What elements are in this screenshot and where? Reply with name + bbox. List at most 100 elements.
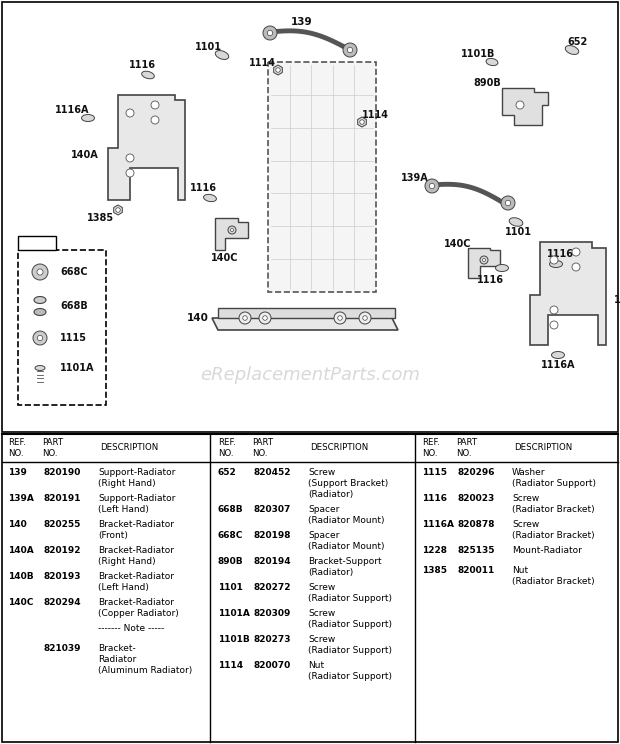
Text: 1116: 1116 xyxy=(422,494,447,503)
Polygon shape xyxy=(218,308,395,318)
Text: Screw
(Radiator Bracket): Screw (Radiator Bracket) xyxy=(512,494,595,514)
Circle shape xyxy=(347,48,353,53)
Text: 1116: 1116 xyxy=(477,275,503,285)
Text: REF.
NO.: REF. NO. xyxy=(8,438,26,458)
Text: Bracket-Support
(Radiator): Bracket-Support (Radiator) xyxy=(308,557,382,577)
Text: 668C: 668C xyxy=(60,267,87,277)
Circle shape xyxy=(550,306,558,314)
Circle shape xyxy=(276,68,280,72)
Text: Screw
(Radiator Bracket): Screw (Radiator Bracket) xyxy=(512,520,595,540)
Polygon shape xyxy=(273,65,282,75)
Text: 1101B: 1101B xyxy=(218,635,250,644)
Ellipse shape xyxy=(549,260,562,268)
Text: Spacer
(Radiator Mount): Spacer (Radiator Mount) xyxy=(308,531,384,551)
Text: 668B: 668B xyxy=(60,301,88,311)
Text: 820190: 820190 xyxy=(43,468,81,477)
Text: Mount-Radiator: Mount-Radiator xyxy=(512,546,582,555)
Text: 820309: 820309 xyxy=(253,609,290,618)
Ellipse shape xyxy=(509,218,523,226)
Bar xyxy=(2,2,618,432)
Text: Bracket-
Radiator
(Aluminum Radiator): Bracket- Radiator (Aluminum Radiator) xyxy=(98,644,192,676)
Circle shape xyxy=(37,269,43,275)
Polygon shape xyxy=(212,318,398,330)
Text: 652: 652 xyxy=(568,37,588,47)
Text: DESCRIPTION: DESCRIPTION xyxy=(514,443,572,452)
Text: 1116: 1116 xyxy=(190,183,216,193)
Polygon shape xyxy=(215,218,248,250)
Text: Bracket-Radiator
(Copper Radiator): Bracket-Radiator (Copper Radiator) xyxy=(98,598,179,618)
Text: 1116A: 1116A xyxy=(55,105,89,115)
Circle shape xyxy=(126,169,134,177)
Text: Spacer
(Radiator Mount): Spacer (Radiator Mount) xyxy=(308,505,384,525)
Text: 1101: 1101 xyxy=(195,42,221,52)
Text: 1116: 1116 xyxy=(546,249,574,259)
Ellipse shape xyxy=(141,71,154,79)
Circle shape xyxy=(259,312,271,324)
Text: 820193: 820193 xyxy=(43,572,81,581)
Text: 140: 140 xyxy=(187,313,209,323)
Text: 652: 652 xyxy=(218,468,237,477)
Text: PART
NO.: PART NO. xyxy=(456,438,477,458)
Text: Bracket-Radiator
(Right Hand): Bracket-Radiator (Right Hand) xyxy=(98,546,174,566)
Bar xyxy=(2,434,618,742)
Text: 1228: 1228 xyxy=(24,238,51,248)
Text: PART
NO.: PART NO. xyxy=(252,438,273,458)
Text: 668C: 668C xyxy=(218,531,244,540)
Text: 820452: 820452 xyxy=(253,468,291,477)
Text: PART
NO.: PART NO. xyxy=(42,438,63,458)
Text: 1116A: 1116A xyxy=(422,520,454,529)
Text: 139A: 139A xyxy=(401,173,429,183)
Text: Nut
(Radiator Bracket): Nut (Radiator Bracket) xyxy=(512,566,595,586)
Text: 140: 140 xyxy=(8,520,27,529)
Text: 820272: 820272 xyxy=(253,583,291,592)
Circle shape xyxy=(151,101,159,109)
Text: 1116: 1116 xyxy=(128,60,156,70)
Circle shape xyxy=(572,263,580,271)
Polygon shape xyxy=(113,205,122,215)
Text: 820191: 820191 xyxy=(43,494,81,503)
Text: 890B: 890B xyxy=(473,78,501,88)
Circle shape xyxy=(505,200,511,205)
Text: 820198: 820198 xyxy=(253,531,291,540)
Text: ------- Note -----: ------- Note ----- xyxy=(98,624,164,633)
Text: 825135: 825135 xyxy=(457,546,495,555)
Text: 140A: 140A xyxy=(8,546,33,555)
Bar xyxy=(18,250,106,405)
Text: 1101A: 1101A xyxy=(60,363,94,373)
Text: 820194: 820194 xyxy=(253,557,291,566)
Circle shape xyxy=(242,315,247,320)
Text: 140C: 140C xyxy=(445,239,472,249)
Text: 821039: 821039 xyxy=(43,644,81,653)
Ellipse shape xyxy=(203,194,216,202)
Text: 1115: 1115 xyxy=(60,333,87,343)
Text: 1385: 1385 xyxy=(86,213,113,223)
Circle shape xyxy=(516,101,524,109)
Text: 140A: 140A xyxy=(71,150,99,160)
Text: Washer
(Radiator Support): Washer (Radiator Support) xyxy=(512,468,596,488)
Polygon shape xyxy=(358,117,366,127)
Text: 820192: 820192 xyxy=(43,546,81,555)
Text: Bracket-Radiator
(Front): Bracket-Radiator (Front) xyxy=(98,520,174,540)
Circle shape xyxy=(267,31,273,36)
Circle shape xyxy=(429,183,435,189)
Text: 1101A: 1101A xyxy=(218,609,250,618)
Circle shape xyxy=(501,196,515,210)
Text: 1228: 1228 xyxy=(422,546,447,555)
Text: 139: 139 xyxy=(291,17,313,27)
Text: 890B: 890B xyxy=(218,557,244,566)
Circle shape xyxy=(550,321,558,329)
Circle shape xyxy=(116,208,120,212)
Circle shape xyxy=(550,256,558,264)
Text: Screw
(Support Bracket)
(Radiator): Screw (Support Bracket) (Radiator) xyxy=(308,468,388,499)
Text: 139: 139 xyxy=(8,468,27,477)
Text: 140B: 140B xyxy=(8,572,33,581)
Text: 820296: 820296 xyxy=(457,468,495,477)
Text: Support-Radiator
(Right Hand): Support-Radiator (Right Hand) xyxy=(98,468,175,488)
Text: 1114: 1114 xyxy=(218,661,243,670)
Circle shape xyxy=(32,264,48,280)
Text: 1116A: 1116A xyxy=(541,360,575,370)
Ellipse shape xyxy=(34,309,46,315)
Circle shape xyxy=(343,43,357,57)
Text: 820070: 820070 xyxy=(253,661,290,670)
Ellipse shape xyxy=(35,365,45,371)
